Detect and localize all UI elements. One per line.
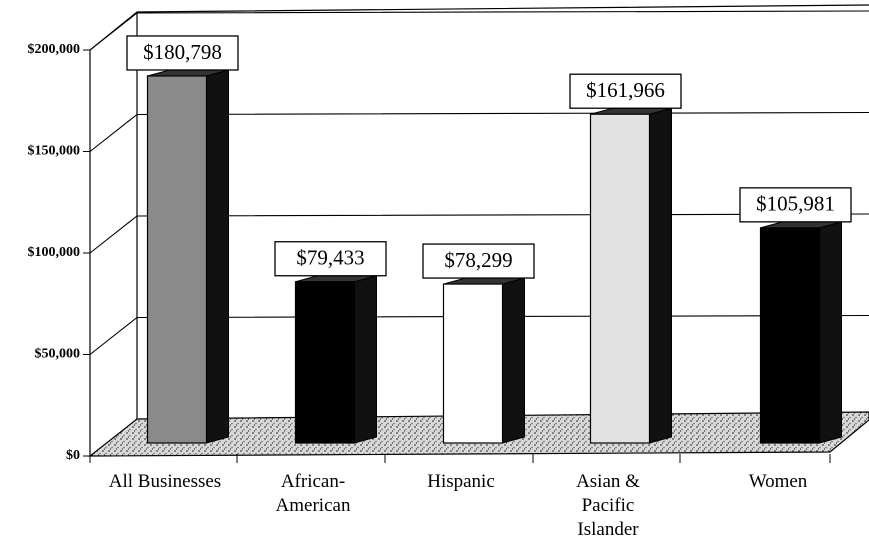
- bar-side: [649, 107, 672, 444]
- x-tick-label: Hispanic: [427, 471, 495, 492]
- value-label: $161,966: [586, 78, 665, 102]
- y-tick-label: $100,000: [28, 245, 81, 260]
- bar-side: [354, 275, 377, 444]
- bar: [442, 283, 504, 444]
- bar: [759, 227, 821, 444]
- value-label: $180,798: [143, 40, 222, 64]
- bar: [294, 281, 356, 444]
- bar-side: [502, 277, 525, 444]
- y-tick-label: $150,000: [28, 144, 81, 159]
- bar: [589, 113, 651, 444]
- x-tick-label: All Businesses: [108, 471, 222, 492]
- value-label-box: [422, 243, 535, 279]
- x-tick-label: African-American: [275, 471, 351, 516]
- grid-line: [89, 10, 869, 51]
- bar: [146, 75, 208, 444]
- x-tick-label: Asian & Pacific Islander: [576, 471, 640, 540]
- y-tick-label: $50,000: [35, 347, 81, 362]
- value-label: $105,981: [756, 192, 835, 216]
- value-label-box: [274, 241, 387, 277]
- value-label-box: [569, 73, 682, 109]
- value-label-box: [126, 35, 239, 71]
- bar-side: [206, 69, 229, 444]
- y-tick-label: $200,000: [28, 42, 81, 57]
- y-tick-label: $0: [66, 448, 80, 463]
- x-tick-label: Women: [748, 471, 808, 492]
- value-label-box: [739, 187, 852, 223]
- value-label: $78,299: [444, 248, 512, 272]
- value-label: $79,433: [296, 246, 364, 270]
- bar-side: [819, 221, 842, 444]
